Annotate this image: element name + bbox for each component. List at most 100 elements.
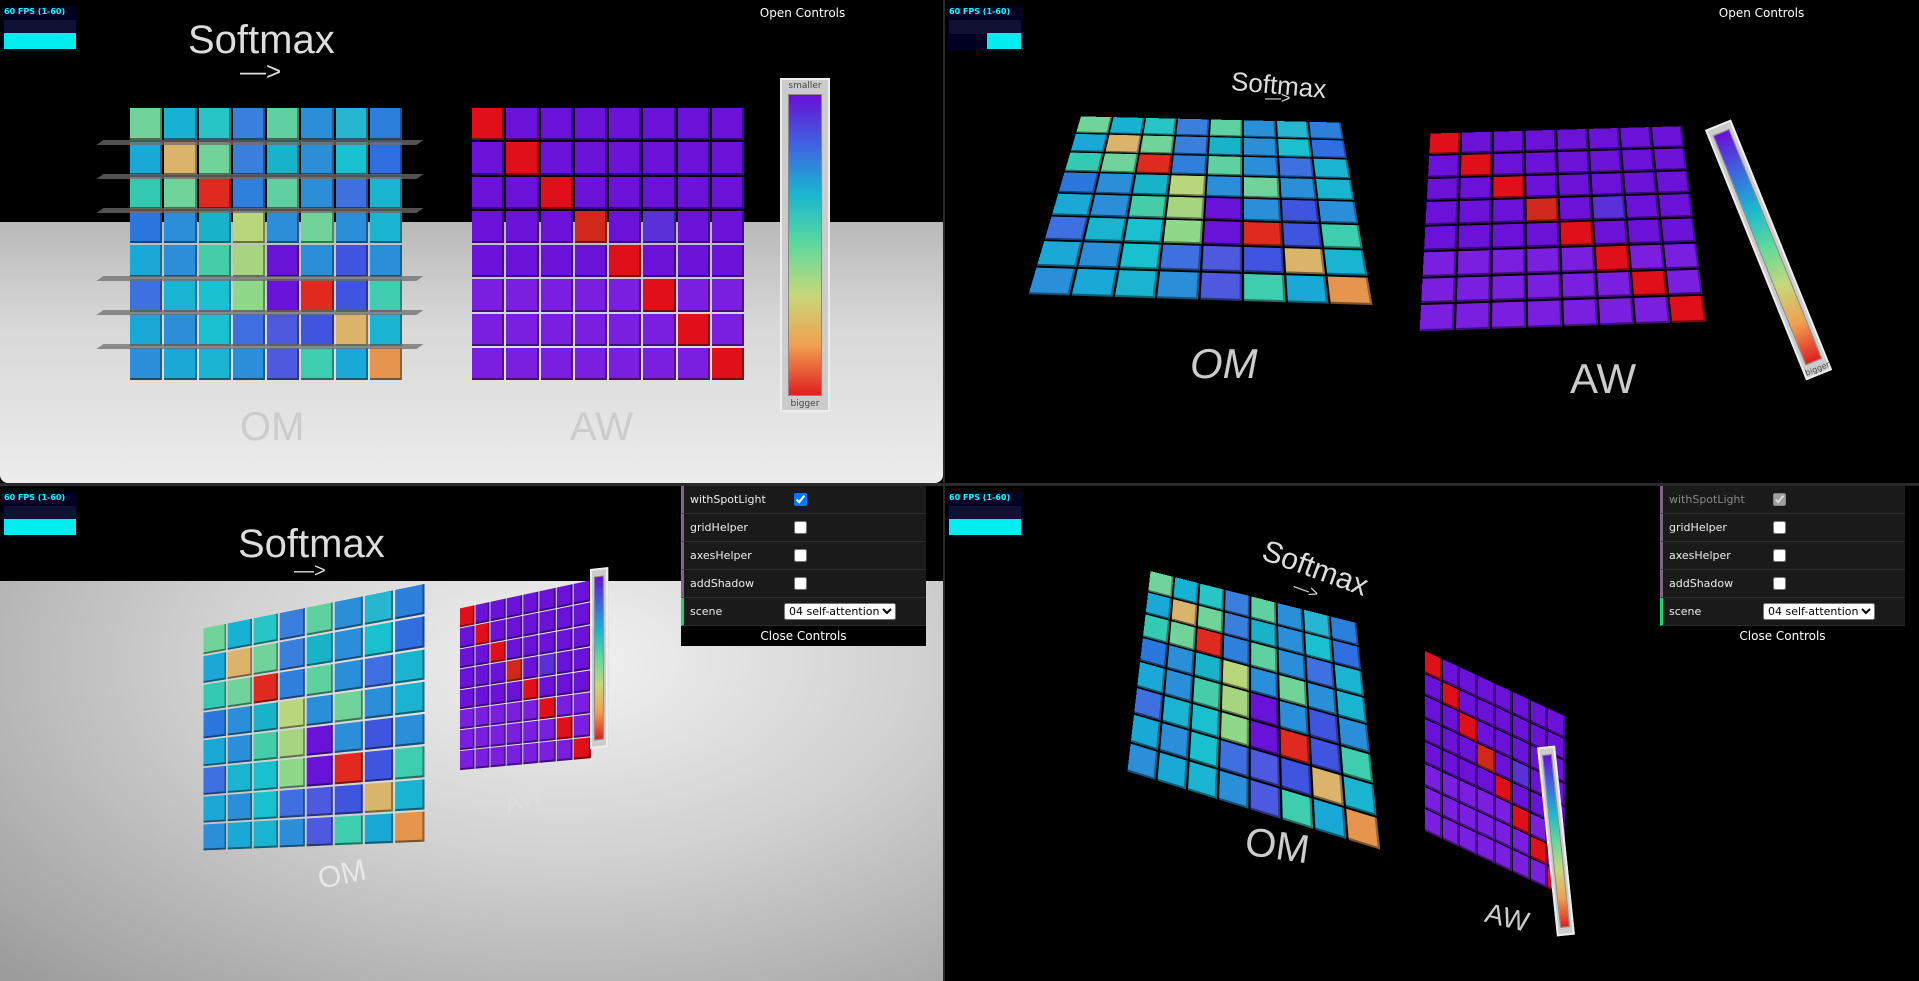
fps-meter[interactable]: 60 FPS (1-60)	[947, 6, 1023, 51]
axeshelper-checkbox[interactable]	[1773, 549, 1786, 562]
aw-cell	[574, 580, 591, 605]
control-scene[interactable]: scene 04 self-attention	[1660, 598, 1905, 626]
control-scene[interactable]: scene 04 self-attention	[681, 598, 926, 626]
om-cell	[130, 348, 162, 380]
om-cell	[164, 279, 196, 311]
close-controls-button[interactable]: Close Controls	[681, 626, 926, 646]
control-axeshelper[interactable]: axesHelper	[681, 542, 926, 570]
aw-cell	[609, 142, 641, 174]
om-cell	[279, 818, 304, 847]
om-cell	[307, 633, 333, 666]
aw-cell	[1462, 132, 1493, 153]
om-cell	[130, 142, 162, 174]
shelf	[96, 276, 423, 281]
aw-cell	[1670, 296, 1706, 323]
control-axeshelper[interactable]: axesHelper	[1660, 542, 1905, 570]
om-cell	[370, 211, 402, 243]
control-withspotlight[interactable]: withSpotLight	[1660, 486, 1905, 514]
aw-cell	[523, 721, 539, 743]
aw-cell	[1528, 274, 1562, 300]
om-cell	[336, 279, 368, 311]
aw-cell	[1630, 244, 1665, 269]
viewport-perspective-top[interactable]: 60 FPS (1-60) Open Controls Softmax —> b…	[945, 0, 1919, 483]
om-cell	[164, 211, 196, 243]
aw-cell	[574, 670, 591, 694]
om-cell	[370, 314, 402, 346]
aw-cell	[678, 279, 710, 311]
om-cell	[1278, 139, 1312, 157]
aw-cell	[575, 245, 607, 277]
aw-cell	[712, 211, 744, 243]
softmax-arrow: —>	[294, 560, 326, 583]
aw-cell	[712, 279, 744, 311]
addshadow-checkbox[interactable]	[794, 577, 807, 590]
aw-cell	[475, 748, 490, 769]
aw-cell	[575, 279, 607, 311]
viewport-oblique[interactable]: 60 FPS (1-60) Softmax —> OM AW withSpotL…	[945, 486, 1919, 981]
aw-cell	[539, 588, 555, 612]
aw-cell	[1563, 299, 1598, 326]
aw-cell	[541, 108, 573, 140]
aw-cell	[491, 683, 506, 705]
om-matrix	[130, 108, 402, 380]
om-cell	[204, 794, 227, 822]
om-cell	[130, 108, 162, 140]
control-gridhelper[interactable]: gridHelper	[681, 514, 926, 542]
control-withspotlight[interactable]: withSpotLight	[681, 486, 926, 514]
withspotlight-checkbox[interactable]	[794, 493, 807, 506]
shelf	[96, 344, 423, 349]
gridhelper-checkbox[interactable]	[794, 521, 807, 534]
viewport-front[interactable]: 60 FPS (1-60) Open Controls Softmax —> s…	[0, 0, 943, 483]
om-cell	[204, 681, 227, 711]
scene-select[interactable]: 04 self-attention	[1763, 603, 1875, 620]
om-cell	[204, 738, 227, 767]
om-cell	[164, 177, 196, 209]
open-controls-button[interactable]: Open Controls	[680, 6, 925, 20]
om-cell	[1157, 752, 1187, 789]
aw-cell	[523, 678, 539, 701]
fps-graph-bg	[4, 20, 76, 34]
om-cell	[301, 245, 333, 277]
aw-matrix	[472, 108, 744, 380]
fps-meter[interactable]: 60 FPS (1-60)	[2, 492, 78, 537]
om-cell	[335, 815, 362, 845]
addshadow-checkbox[interactable]	[1773, 577, 1786, 590]
withspotlight-checkbox[interactable]	[1773, 493, 1786, 506]
om-cell	[253, 790, 277, 819]
close-controls-button[interactable]: Close Controls	[1660, 626, 1905, 646]
gridhelper-checkbox[interactable]	[1773, 521, 1786, 534]
om-cell	[1169, 175, 1205, 196]
colorbar-gradient	[788, 94, 822, 396]
om-cell	[130, 177, 162, 209]
control-addshadow[interactable]: addShadow	[1660, 570, 1905, 598]
viewport-divider-vertical	[943, 0, 945, 981]
control-gridhelper[interactable]: gridHelper	[1660, 514, 1905, 542]
om-cell	[233, 348, 265, 380]
aw-cell	[643, 348, 675, 380]
viewport-perspective-side[interactable]: 60 FPS (1-60) Softmax —> OM AW withSpotL…	[0, 486, 943, 981]
colorbar: bigger	[1705, 120, 1832, 381]
control-label: gridHelper	[1669, 521, 1759, 534]
softmax-arrow: —>	[1265, 90, 1290, 108]
fps-meter[interactable]: 60 FPS (1-60)	[2, 6, 78, 51]
om-cell	[267, 279, 299, 311]
control-addshadow[interactable]: addShadow	[681, 570, 926, 598]
aw-cell	[460, 688, 474, 710]
scene-select[interactable]: 04 self-attention	[784, 603, 896, 620]
aw-cell	[712, 177, 744, 209]
control-label: axesHelper	[1669, 549, 1759, 562]
axeshelper-checkbox[interactable]	[794, 549, 807, 562]
aw-cell	[539, 741, 555, 763]
aw-cell	[575, 177, 607, 209]
om-cell	[199, 142, 231, 174]
aw-cell	[472, 177, 504, 209]
om-cell	[307, 602, 333, 635]
om-cell	[1110, 117, 1145, 134]
open-controls-button[interactable]: Open Controls	[1639, 6, 1884, 20]
om-cell	[228, 821, 252, 849]
om-cell	[1090, 195, 1130, 217]
om-cell	[1114, 270, 1158, 298]
om-cell	[1207, 176, 1242, 197]
fps-meter[interactable]: 60 FPS (1-60)	[947, 492, 1023, 537]
om-cell	[1284, 248, 1325, 274]
